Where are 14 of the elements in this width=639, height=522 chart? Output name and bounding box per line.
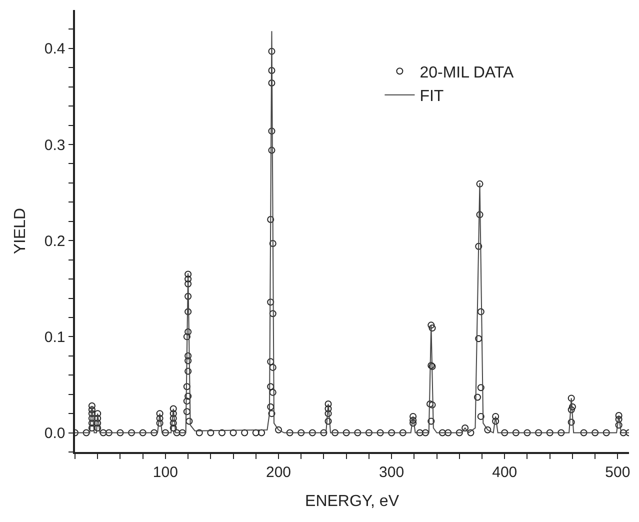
legend-label: 20-MIL DATA — [420, 64, 514, 82]
y-axis-title: YIELD — [12, 208, 29, 254]
x-tick-label: 400 — [492, 464, 518, 481]
y-tick-label: 0.2 — [44, 232, 66, 250]
x-tick-label: 100 — [152, 464, 178, 481]
y-tick-label: 0.0 — [44, 425, 66, 442]
x-tick-label: 200 — [266, 464, 292, 481]
x-axis-title: ENERGY, eV — [305, 492, 400, 510]
x-tick-label: 300 — [379, 464, 404, 481]
legend-label: FIT — [420, 88, 444, 106]
y-tick-label: 0.1 — [44, 328, 66, 346]
y-tick-label: 0.4 — [44, 40, 66, 58]
x-tick-label: 500 — [605, 464, 630, 481]
y-tick-label: 0.3 — [44, 136, 66, 154]
